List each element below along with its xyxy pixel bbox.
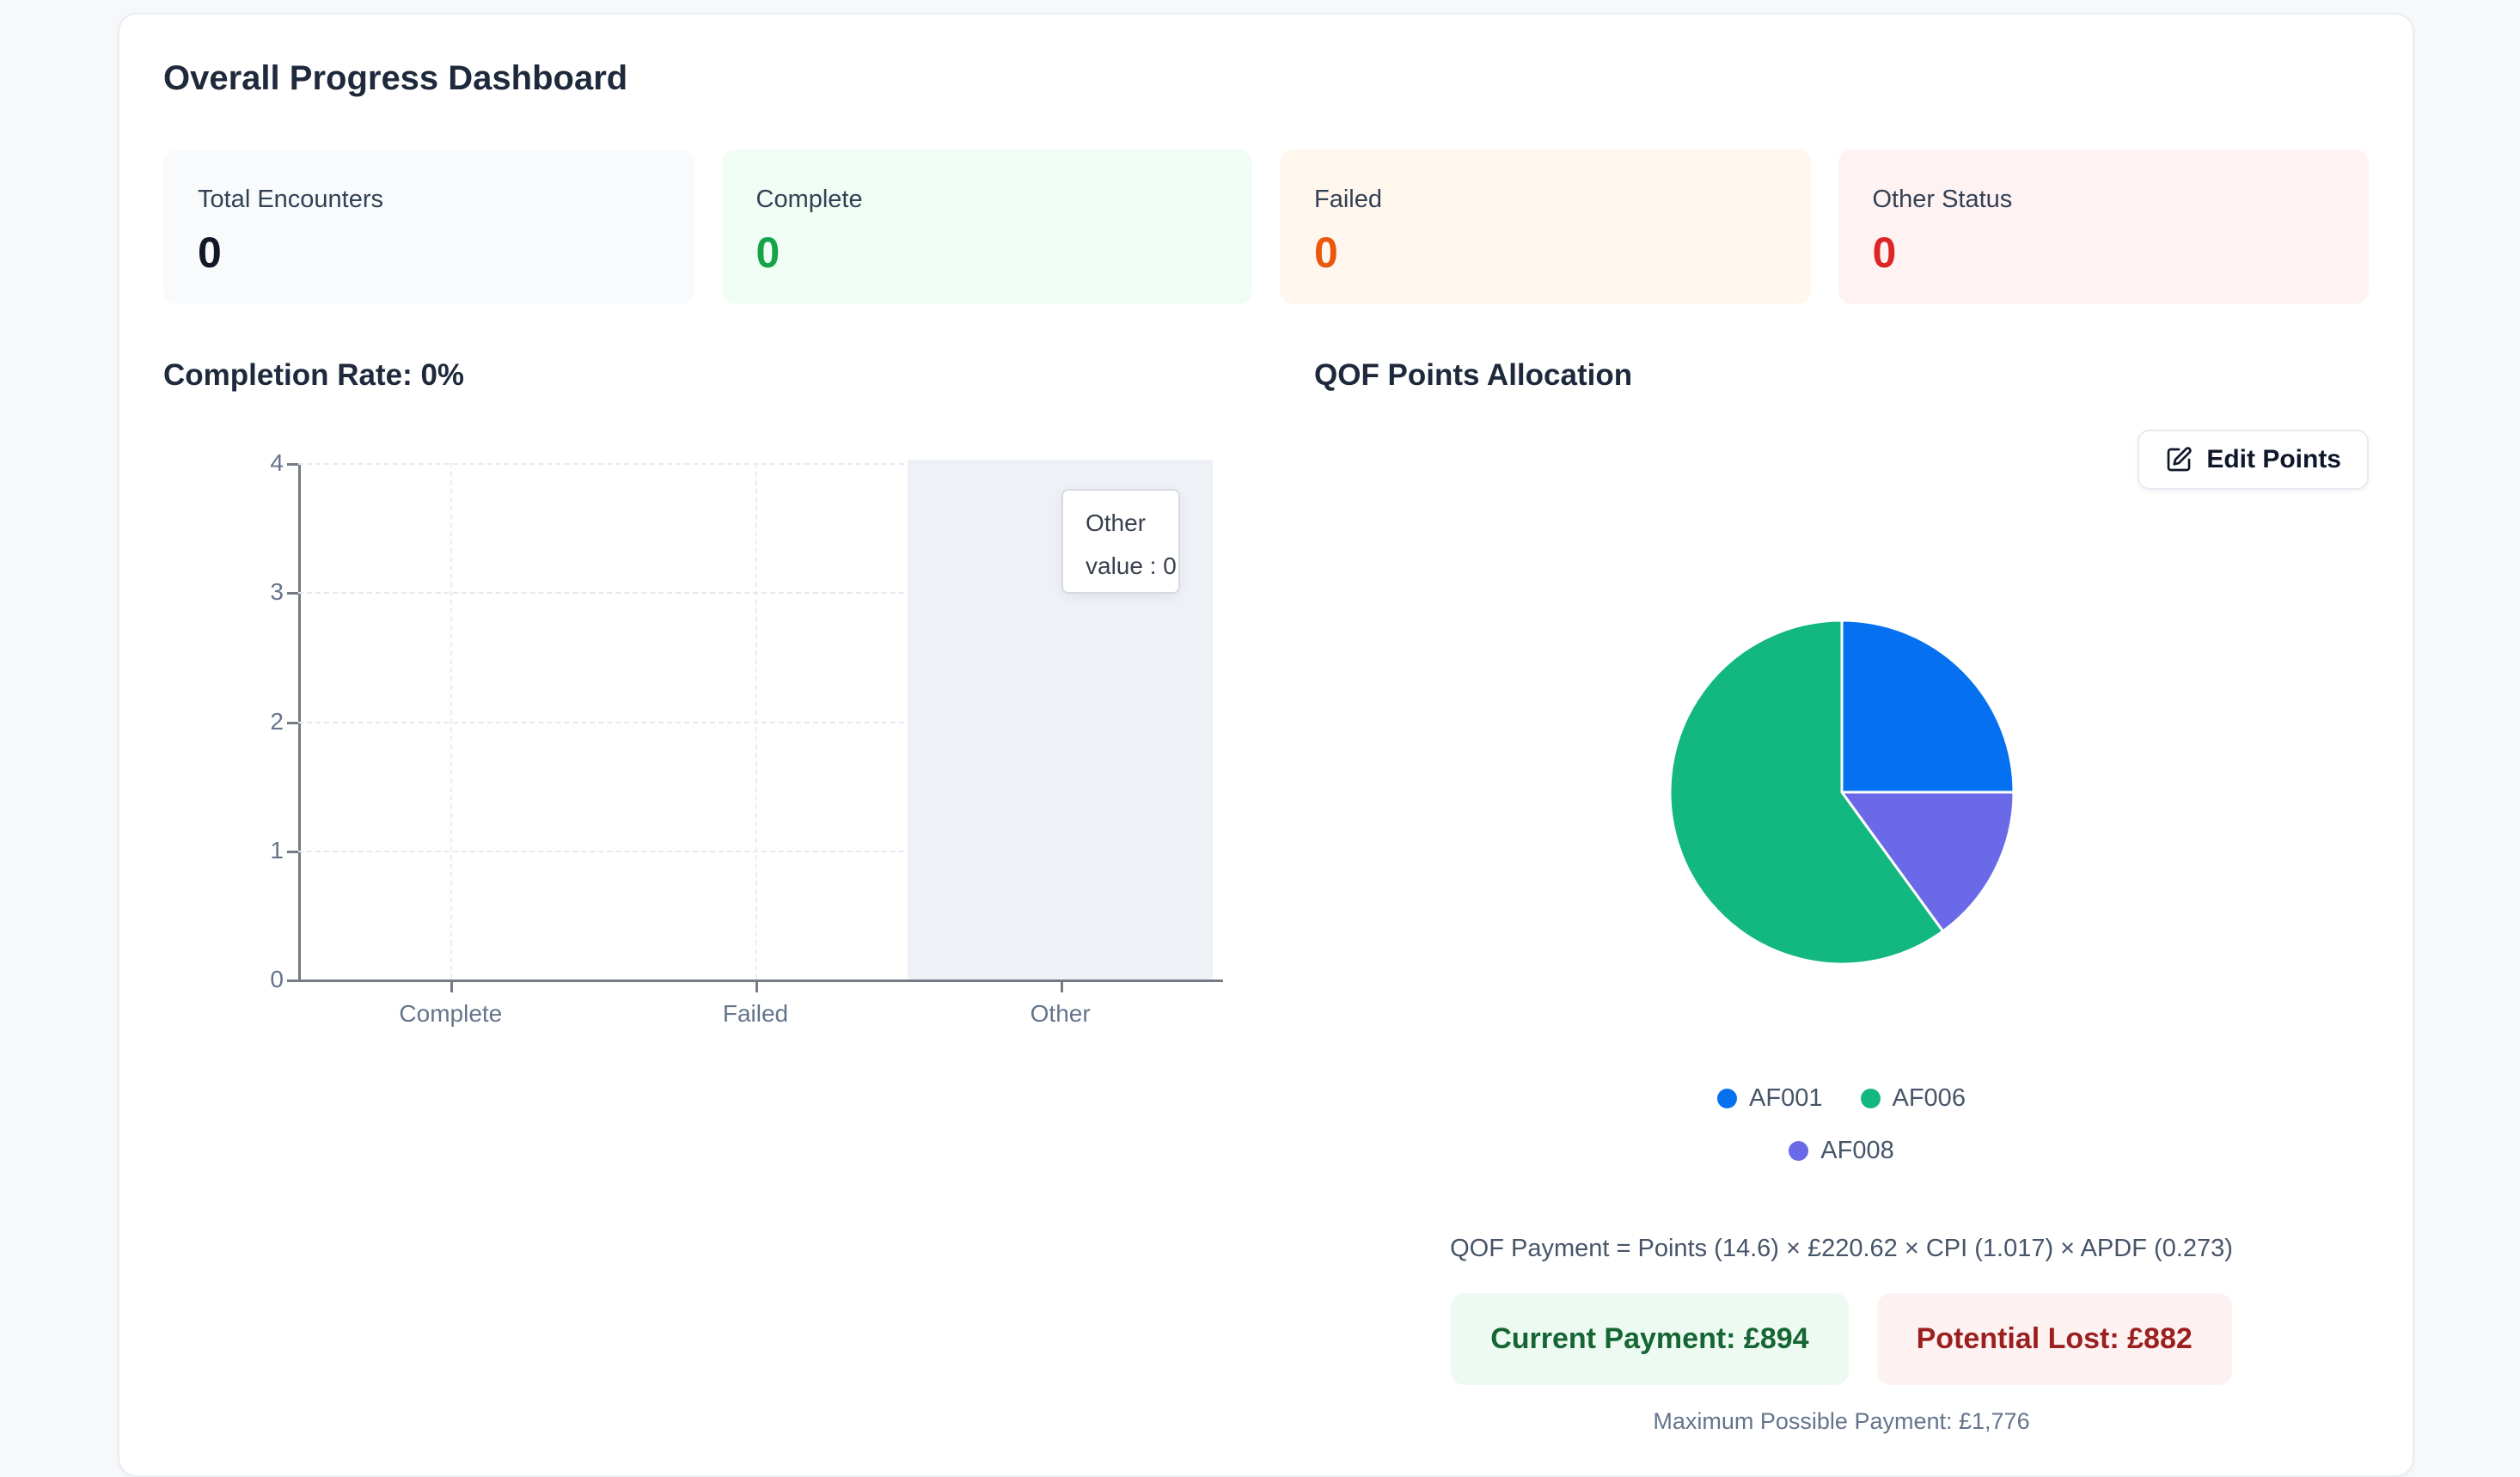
grid-line — [298, 850, 1213, 852]
completion-bar-chart[interactable]: Other Failed Complete 4 3 2 1 0 Other value : 0 — [163, 449, 1272, 1071]
pie-slice-AF008[interactable] — [1840, 790, 2015, 933]
pie-slice-AF001[interactable] — [1840, 619, 2015, 794]
stat-value: 0 — [755, 229, 780, 277]
completion-rate-heading: Completion Rate: 0% — [163, 358, 465, 392]
legend-swatch — [1717, 1089, 1738, 1108]
chart-tooltip: Other value : 0 — [1061, 489, 1180, 594]
y-axis-label: 2 — [270, 707, 284, 735]
payment-badges: Current Payment: £894 Potential Lost: £8… — [1314, 1293, 2369, 1385]
grid-line — [298, 463, 1213, 465]
current-payment-badge: Current Payment: £894 — [1451, 1293, 1849, 1385]
qof-heading: QOF Points Allocation — [1314, 358, 1633, 392]
pie-legend: AF001 AF006 AF008 — [1314, 1084, 2369, 1165]
y-axis-label: 4 — [270, 449, 284, 476]
grid-line — [298, 721, 1213, 723]
grid-line — [298, 592, 1213, 595]
page-title: Overall Progress Dashboard — [163, 59, 628, 97]
legend-item-AF001[interactable]: AF001 — [1717, 1084, 1823, 1113]
y-axis-label: 3 — [270, 578, 284, 606]
y-axis-tick — [287, 463, 298, 466]
qof-pie-chart[interactable] — [1314, 612, 2369, 973]
stat-card-total-encounters: Total Encounters 0 — [163, 150, 694, 304]
category-label: Other — [1030, 1000, 1091, 1027]
stat-card-complete: Complete 0 — [721, 150, 1252, 304]
stat-label: Failed — [1314, 186, 1382, 213]
x-axis — [288, 980, 1223, 982]
qof-column: Edit Points AF001 AF006 AF008 QOF Payment … — [1314, 15, 2369, 1475]
x-axis-tick — [1060, 981, 1063, 992]
stats-row: Total Encounters 0 Complete 0 Failed 0 O… — [163, 150, 2369, 304]
legend-item-AF008[interactable]: AF008 — [1789, 1137, 1894, 1165]
y-axis-label: 1 — [270, 836, 284, 864]
potential-lost-badge: Potential Lost: £882 — [1876, 1293, 2232, 1385]
y-axis-tick — [287, 592, 298, 595]
legend-swatch — [1789, 1141, 1809, 1161]
category-label: Failed — [722, 1000, 789, 1027]
y-axis-tick — [287, 721, 298, 724]
x-axis-tick — [755, 981, 758, 992]
stat-value: 0 — [1314, 229, 1338, 277]
y-axis-label: 0 — [270, 966, 284, 992]
y-axis-tick — [287, 980, 298, 982]
pencil-square-icon — [2165, 446, 2193, 473]
stat-label: Total Encounters — [198, 186, 384, 213]
legend-swatch — [1860, 1089, 1881, 1108]
stat-card-failed: Failed 0 — [1280, 150, 1811, 304]
edit-points-label: Edit Points — [2206, 445, 2341, 473]
pie-slice-AF006[interactable] — [1668, 619, 1944, 966]
tooltip-title: Other — [1086, 510, 1147, 536]
legend-item-AF006[interactable]: AF006 — [1860, 1084, 1966, 1113]
stat-value: 0 — [1872, 229, 1897, 277]
max-payment-note: Maximum Possible Payment: £1,776 — [1653, 1408, 2030, 1434]
stat-label: Other Status — [1872, 186, 2013, 213]
y-axis-tick — [287, 850, 298, 853]
tooltip-value: value : 0 — [1086, 552, 1177, 579]
edit-points-button[interactable]: Edit Points — [2138, 430, 2369, 490]
stat-value: 0 — [198, 229, 222, 277]
category-label: Complete — [399, 1000, 503, 1027]
dashboard-card: Overall Progress Dashboard Total Encount… — [118, 13, 2414, 1477]
legend-label: AF006 — [1892, 1084, 1966, 1112]
stat-card-other-status: Other Status 0 — [1838, 150, 2369, 304]
legend-label: AF008 — [1820, 1137, 1894, 1164]
stat-label: Complete — [755, 186, 863, 213]
x-axis-tick — [450, 981, 454, 992]
qof-formula: QOF Payment = Points (14.6) × £220.62 × … — [1450, 1235, 2233, 1262]
legend-label: AF001 — [1749, 1084, 1823, 1112]
